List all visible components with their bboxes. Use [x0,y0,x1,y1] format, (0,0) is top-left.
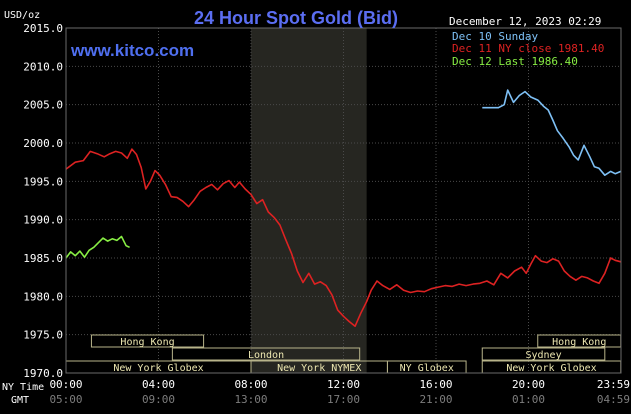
chart-title: 24 Hour Spot Gold (Bid) [194,8,398,28]
x-tick-label-ny: 23:59 [597,378,630,391]
session-label: Hong Kong [552,337,606,348]
x-row-label-gmt: GMT [11,395,29,406]
price-series [65,89,622,328]
series-line-dec11 [65,148,622,328]
chart-grid [65,27,622,374]
legend-dec10: Dec 10 Sunday [452,30,538,43]
session-label: New York Globex [113,363,203,374]
legend-dec12: Dec 12 Last 1986.40 [452,55,578,68]
y-tick-label: 1995.0 [23,175,63,188]
x-tick-label-ny: 12:00 [327,378,360,391]
session-label: New York NYMEX [277,363,361,374]
x-tick-label-ny: 20:00 [512,378,545,391]
y-tick-label: 2000.0 [23,137,63,150]
chart-ylabel: USD/oz [4,10,40,21]
kitco-watermark: www.kitco.com [70,41,194,60]
x-tick-label-gmt: 05:00 [49,393,82,406]
chart-axes: 2015.0 2010.0 2005.0 2000.0 1995.0 1990.0 1985… [23,22,630,406]
y-tick-label: 1980.0 [23,290,63,303]
x-tick-label-gmt: 04:59 [597,393,630,406]
x-tick-label-ny: 00:00 [49,378,82,391]
y-tick-label: 2010.0 [23,60,63,73]
x-row-label-ny: NY Time [2,382,44,393]
session-label: NY Globex [400,363,454,374]
chart-legend: Dec 10 Sunday Dec 11 NY close 1981.40 De… [452,30,604,68]
session-bar [171,347,361,361]
y-tick-label: 1985.0 [23,252,63,265]
series-line-dec10 [482,89,622,176]
session-bar [481,347,606,361]
nymex-shaded-band [251,28,367,373]
session-label: Hong Kong [120,337,174,348]
x-tick-label-ny: 04:00 [142,378,175,391]
session-label: Sydney [525,350,561,361]
y-tick-label: 1970.0 [23,367,63,380]
y-tick-label: 1990.0 [23,214,63,227]
y-tick-label: 2005.0 [23,99,63,112]
session-bar [90,334,205,348]
legend-dec11: Dec 11 NY close 1981.40 [452,42,604,55]
x-tick-label-gmt: 13:00 [234,393,267,406]
session-label: New York Globex [506,363,596,374]
chart-timestamp: December 12, 2023 02:29 [449,15,601,28]
y-tick-label: 1975.0 [23,329,63,342]
x-tick-label-gmt: 01:00 [512,393,545,406]
x-tick-label-ny: 08:00 [234,378,267,391]
market-session-bars: Hong Kong London New York Globex New York N… [65,334,622,374]
x-tick-label-ny: 16:00 [419,378,452,391]
x-tick-label-gmt: 21:00 [419,393,452,406]
session-label: London [248,350,284,361]
x-tick-label-gmt: 17:00 [327,393,360,406]
x-tick-label-gmt: 09:00 [142,393,175,406]
y-tick-label: 2015.0 [23,22,63,35]
series-line-dec12 [65,235,130,259]
plot-frame [65,27,622,374]
